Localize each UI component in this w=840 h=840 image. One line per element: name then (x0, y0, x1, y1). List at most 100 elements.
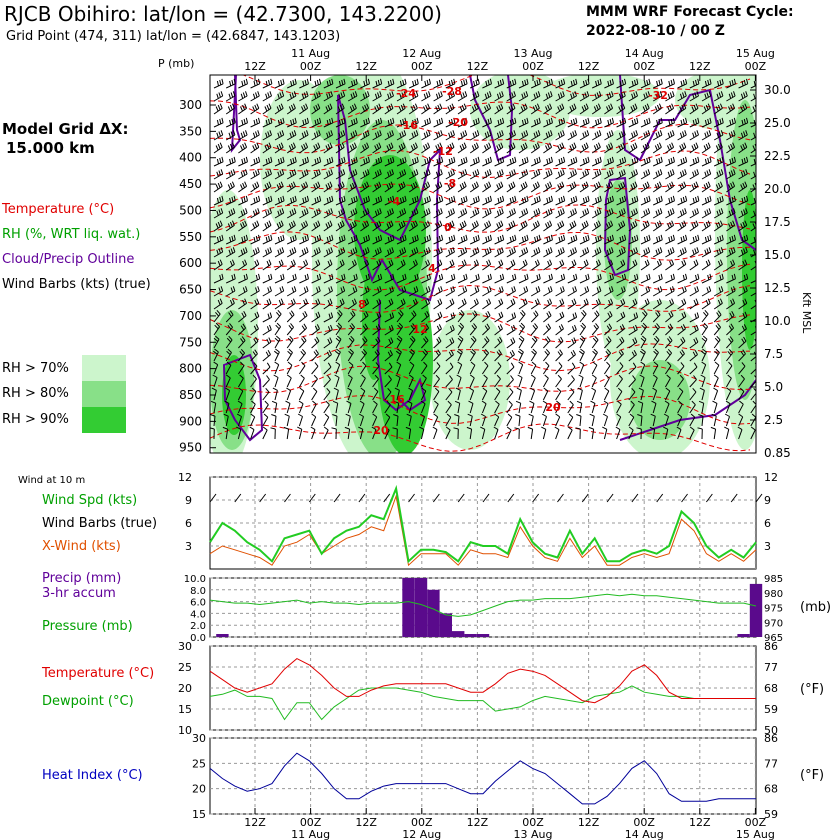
wind-barb-flag (433, 413, 438, 418)
wind-barb-flag (719, 298, 723, 304)
wind-barb-flag (629, 413, 635, 418)
wind-barb-shaft (372, 239, 382, 245)
wind-barb-flag (402, 274, 405, 280)
wind-barb-flag (488, 298, 492, 304)
wind-barb-flag (279, 248, 282, 254)
wind-barb-flag (509, 158, 512, 165)
wind-barb-flag (559, 143, 563, 149)
wind-barb-shaft (640, 83, 651, 89)
wind-barb-flag (380, 234, 383, 240)
wind-barb-flag (646, 181, 650, 187)
wind-barb-shaft (738, 224, 748, 232)
wind-barb-flag (696, 324, 699, 330)
wind-barb-flag (534, 236, 537, 243)
wind-barb-flag (655, 171, 658, 177)
wind-barb-shaft (286, 352, 293, 362)
wind-barb-flag (388, 326, 392, 332)
wind-barb-flag (643, 80, 646, 87)
wind-barb-shaft (530, 429, 534, 440)
wind-barb-flag (423, 93, 427, 99)
wind-barb-flag (641, 348, 646, 353)
wind-barb-flag (483, 350, 488, 356)
wind-barb-flag (718, 287, 722, 293)
wind-barb-shaft (225, 146, 235, 154)
wind-barb-flag (598, 247, 602, 253)
wind-barb-flag (232, 130, 236, 136)
wind-barb-shaft (628, 134, 638, 141)
wind-barb-flag (697, 156, 700, 162)
wind-barb-flag (352, 92, 356, 98)
wind-barb-flag (501, 208, 504, 214)
wind-barb-flag (337, 223, 341, 229)
wind-barb-shaft (579, 107, 589, 115)
temperature-contour-label: 12 (412, 323, 427, 336)
wind-barb-flag (667, 348, 672, 354)
wind-barb-shaft (311, 251, 321, 258)
wind-barb-flag (550, 91, 553, 97)
wind-barb-flag (434, 400, 439, 405)
wind-barb-flag (226, 361, 232, 366)
wind-barb-flag (239, 350, 244, 356)
wind-barb-flag (313, 374, 318, 380)
wind-barb-flag (210, 400, 216, 404)
wind-barb-flag (477, 78, 480, 84)
wind-barb-flag (363, 312, 367, 318)
wind-barb-shaft (238, 146, 247, 154)
wind-barb-flag (213, 361, 218, 366)
wind-barb-flag (451, 337, 455, 343)
wind-barb-flag (423, 210, 427, 216)
wind-barb-flag (392, 234, 395, 240)
wind-barb-flag (742, 182, 746, 188)
wind-barb-flag (672, 273, 675, 279)
wind-barb-shaft (750, 380, 756, 388)
wind-barb-shaft (457, 107, 467, 115)
wind-barb-flag (379, 91, 382, 97)
wind-barb-shaft (482, 290, 492, 297)
wind-barb-flag (463, 118, 466, 124)
wind-barb-shaft (542, 416, 547, 427)
wind-barb-flag (655, 249, 658, 255)
wind-barb-shaft (677, 251, 687, 258)
wind-barb-flag (658, 142, 662, 148)
wind-barb-flag (571, 362, 576, 368)
pressure-tick-label: 950 (179, 441, 202, 455)
wind-barb-flag (291, 170, 295, 176)
wind-barb-flag (655, 335, 660, 341)
wind-barb-flag (584, 248, 587, 254)
wind-barb-shaft (750, 265, 756, 271)
wind-barb-flag (691, 145, 695, 151)
wind-barb-flag (615, 426, 621, 431)
wind-barb-flag (326, 158, 329, 165)
wind-barb-shaft (591, 146, 601, 154)
wind-barb-flag (746, 195, 749, 201)
wind-barb-flag (667, 325, 672, 331)
wind-barb-shaft (652, 224, 662, 232)
wind-barb-flag (450, 170, 453, 176)
wind-barb-flag (229, 104, 233, 110)
wind-speed-line (209, 484, 757, 564)
wind-barb-flag (511, 349, 515, 355)
wind-barb-flag (229, 80, 232, 87)
wind-barb-flag (521, 249, 524, 255)
wind-barb-flag (509, 119, 512, 126)
wind-barb-flag (460, 197, 463, 204)
wind-barb-flag (278, 143, 282, 149)
wind-barb-flag (473, 143, 477, 149)
wind-barb-flag (550, 169, 553, 175)
wind-barb-shaft (750, 368, 756, 375)
wind-barb-flag (753, 210, 756, 216)
wind-barb-flag (740, 93, 744, 99)
wind-barb-flag (416, 117, 419, 123)
wind-barb-flag (730, 248, 734, 254)
wind-barb-flag (595, 221, 599, 227)
wind-barb-flag (709, 156, 712, 162)
wind-barb-flag (696, 247, 699, 253)
wind-barb-flag (217, 182, 221, 188)
wind-barb-flag (460, 119, 463, 126)
wind-barb-flag (562, 247, 565, 253)
wind-barb-flag (219, 79, 222, 85)
wind-barb-shaft (640, 339, 647, 349)
wind-barb-shaft (518, 239, 529, 245)
wind-barb-flag (549, 220, 553, 226)
wind-barb-shaft (591, 107, 601, 115)
